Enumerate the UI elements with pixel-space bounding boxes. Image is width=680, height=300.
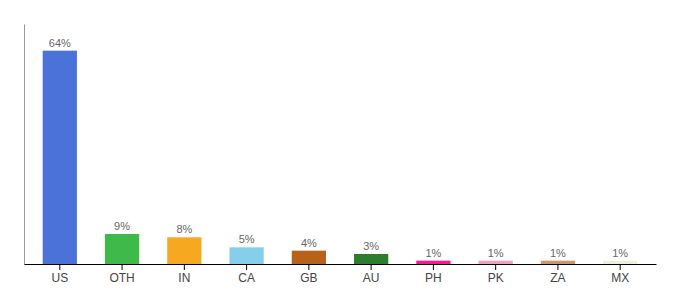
x-tick-mark [495,264,496,270]
bar [229,247,263,264]
x-tick-label: PH [425,271,442,285]
x-tick-mark [433,264,434,270]
x-tick-label: CA [238,271,255,285]
x-tick-label: AU [363,271,380,285]
x-tick-mark [557,264,558,270]
data-label: 9% [114,220,130,232]
bar [479,261,513,264]
data-label: 1% [612,247,628,259]
data-label: 8% [176,223,192,235]
data-label: 4% [301,237,317,249]
x-tick-mark [308,264,309,270]
x-axis-line [25,264,657,265]
data-label: 64% [49,37,71,49]
bar [43,51,77,264]
x-tick-mark [620,264,621,270]
bar [416,261,450,264]
x-tick-label: US [51,271,68,285]
bar [167,237,201,264]
bars [43,51,638,264]
x-tick-label: GB [300,271,317,285]
x-tick-mark [59,264,60,270]
x-tick: PK [488,264,504,285]
y-axis [24,25,25,265]
plot: US OTH IN CA GB AU PH PK ZA MX 64% 9% 8% 5% 4% 3% 1% 1% 1%… [25,25,657,285]
x-tick: IN [178,264,190,285]
bar [354,254,388,264]
bar [105,234,139,264]
x-tick: US [51,264,68,285]
x-tick-label: ZA [550,271,565,285]
bar [292,251,326,264]
x-tick: GB [300,264,317,285]
x-tick: PH [425,264,442,285]
data-label: 1% [488,247,504,259]
bar [541,261,575,264]
x-tick: ZA [550,264,565,285]
data-label: 5% [239,233,255,245]
x-tick-mark [122,264,123,270]
x-tick: CA [238,264,255,285]
x-axis: US OTH IN CA GB AU PH PK ZA MX [25,264,657,285]
x-tick-label: MX [611,271,629,285]
x-tick-mark [246,264,247,270]
data-label: 1% [425,247,441,259]
x-tick: OTH [109,264,134,285]
data-labels: 64% 9% 8% 5% 4% 3% 1% 1% 1% 1% [49,37,629,259]
x-tick: MX [611,264,629,285]
bar [603,261,637,264]
chart: US OTH IN CA GB AU PH PK ZA MX 64% 9% 8% 5% 4% 3% 1% 1% 1%… [0,0,680,300]
data-label: 1% [550,247,566,259]
x-tick-mark [371,264,372,270]
y-axis-line [24,25,25,265]
x-tick-label: IN [178,271,190,285]
x-tick-label: PK [488,271,504,285]
x-tick-label: OTH [109,271,134,285]
x-tick: AU [363,264,380,285]
data-label: 3% [363,240,379,252]
x-tick-mark [184,264,185,270]
